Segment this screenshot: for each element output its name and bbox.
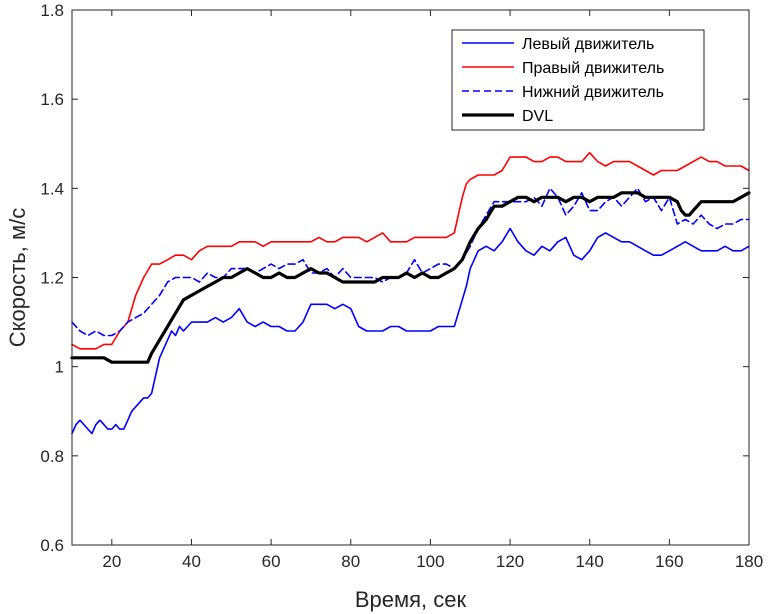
legend-label-4: DVL xyxy=(522,108,553,125)
legend-box xyxy=(451,29,705,131)
y-tick-label: 1.6 xyxy=(40,90,64,109)
y-tick-label: 1.8 xyxy=(40,1,64,20)
x-axis-title: Время, сек xyxy=(355,587,467,612)
series-line-4 xyxy=(70,191,751,364)
x-tick-label: 160 xyxy=(655,552,683,571)
y-tick-label: 1 xyxy=(55,358,64,377)
x-tick-label: 100 xyxy=(416,552,444,571)
x-tick-label: 60 xyxy=(262,552,281,571)
y-tick-label: 0.6 xyxy=(40,536,64,555)
x-tick-label: 140 xyxy=(576,552,604,571)
series-line-1 xyxy=(71,227,750,435)
y-tick-label: 1.2 xyxy=(40,269,64,288)
legend-label-1: Левый движитель xyxy=(522,36,654,53)
x-tick-label: 180 xyxy=(735,552,763,571)
x-tick-label: 20 xyxy=(102,552,121,571)
legend-label-2: Правый движитель xyxy=(522,60,664,77)
series-layer xyxy=(70,151,751,435)
x-tick-label: 80 xyxy=(341,552,360,571)
y-tick-label: 0.8 xyxy=(40,447,64,466)
series-line-3 xyxy=(71,187,750,337)
legend-label-3: Нижний движитель xyxy=(522,84,664,101)
y-tick-label: 1.4 xyxy=(40,179,64,198)
series-line-2 xyxy=(71,151,750,350)
x-tick-label: 120 xyxy=(496,552,524,571)
legend: Левый движитель Правый движитель Нижний дв… xyxy=(451,29,705,131)
ticks-layer: 20 40 60 80 100 120 140 160 180 0.6 0.8 1 1.2 1.4 1.6 1… xyxy=(40,1,763,571)
y-axis-title: Скорость, м/с xyxy=(5,208,30,347)
x-tick-label: 40 xyxy=(182,552,201,571)
